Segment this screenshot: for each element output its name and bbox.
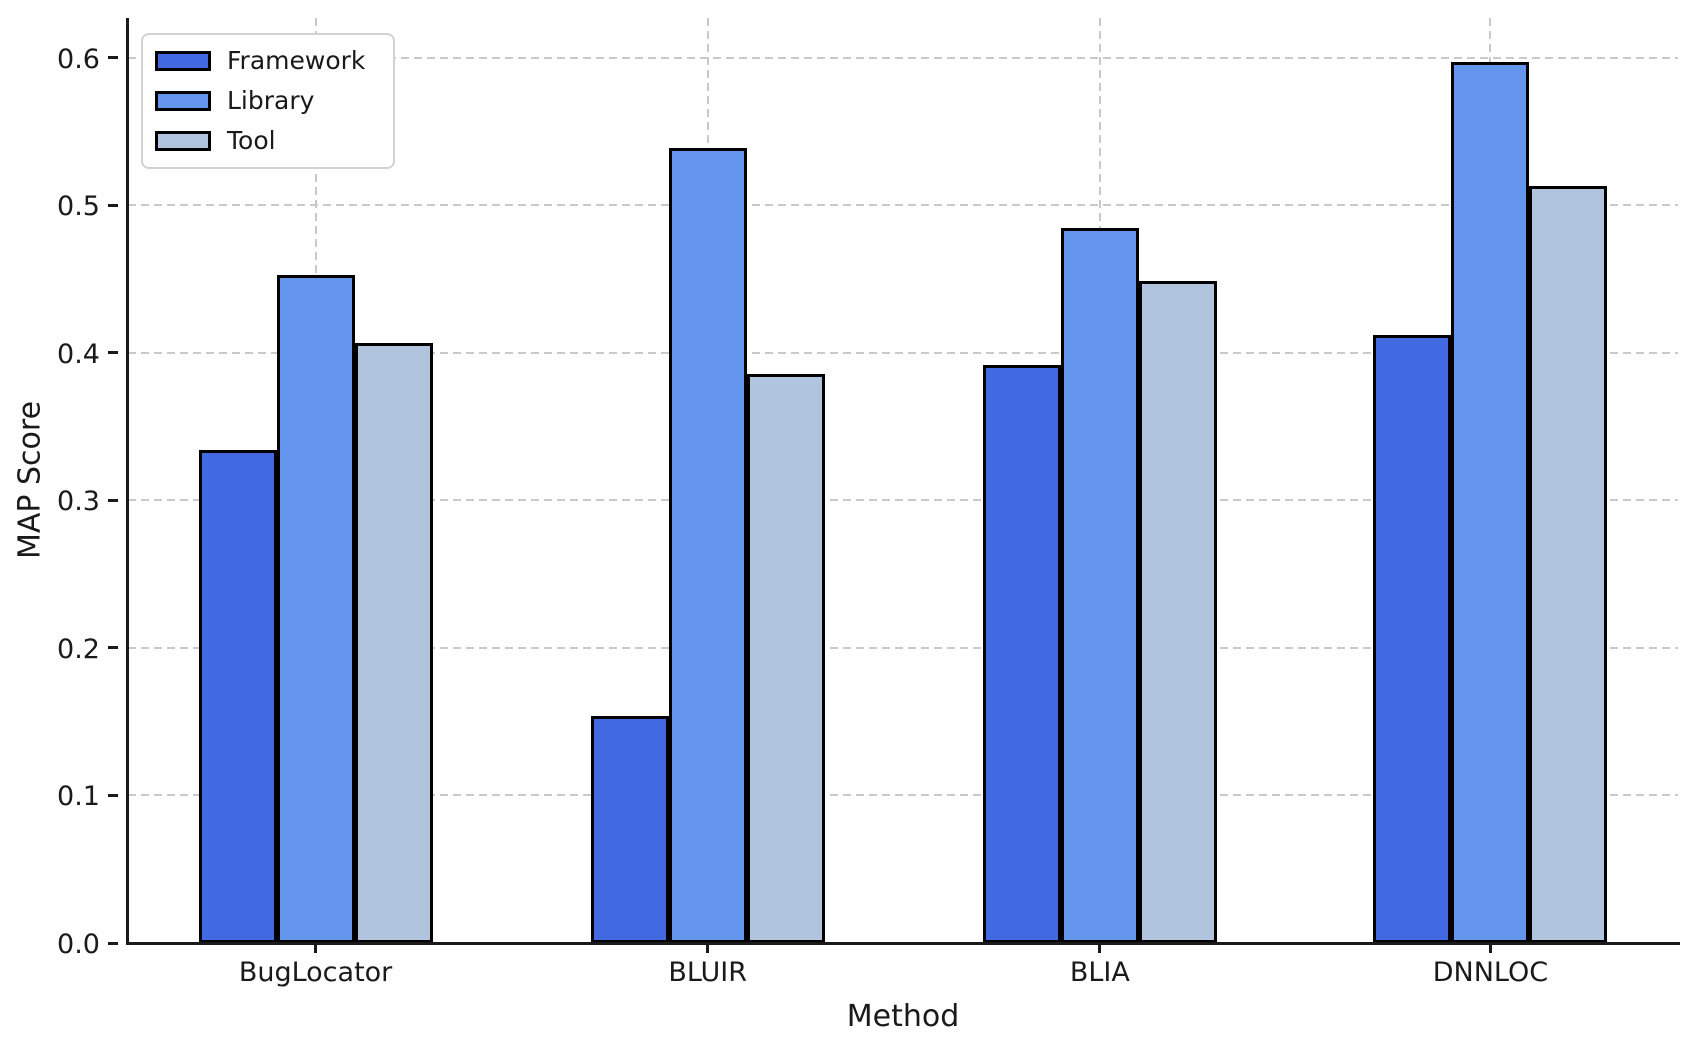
legend-label: Library <box>227 86 315 115</box>
y-tick-mark <box>108 941 118 945</box>
legend-label: Tool <box>227 126 276 155</box>
plot-area <box>126 18 1680 945</box>
y-tick-mark <box>108 646 118 650</box>
y-tick-label: 0.1 <box>57 781 100 813</box>
x-axis-title: Method <box>846 999 960 1034</box>
bar-framework-buglocator <box>198 450 277 943</box>
legend-entry-tool: Tool <box>155 121 393 161</box>
y-tick-label: 0.0 <box>57 929 100 960</box>
x-tick-label-buglocator: BugLocator <box>238 957 393 988</box>
gridline-horizontal <box>128 56 1678 59</box>
bar-tool-bluir <box>746 373 825 943</box>
legend-entry-library: Library <box>155 81 393 121</box>
bar-framework-dnnloc <box>1373 335 1452 943</box>
bar-tool-blia <box>1138 280 1217 943</box>
x-tick-label-blia: BLIA <box>1069 957 1130 988</box>
x-tick-mark <box>1488 943 1492 953</box>
y-axis-title: MAP Score <box>12 400 48 560</box>
gridline-horizontal <box>128 794 1678 797</box>
x-tick-label-dnnloc: DNNLOC <box>1432 957 1549 988</box>
legend: Framework Library Tool <box>141 33 395 169</box>
bar-library-bluir <box>668 147 747 943</box>
legend-swatch-library <box>155 91 211 111</box>
gridline-horizontal <box>128 351 1678 354</box>
bar-tool-dnnloc <box>1529 186 1608 943</box>
x-tick-mark <box>706 943 710 953</box>
bar-framework-bluir <box>590 715 669 943</box>
bar-library-dnnloc <box>1451 62 1530 943</box>
legend-swatch-tool <box>155 131 211 151</box>
legend-entry-framework: Framework <box>155 41 393 81</box>
x-tick-mark <box>1098 943 1102 953</box>
x-axis-spine <box>126 942 1680 945</box>
y-axis-spine <box>126 18 129 943</box>
y-tick-label: 0.3 <box>57 486 100 518</box>
gridline-horizontal <box>128 646 1678 649</box>
y-tick-mark <box>108 203 118 207</box>
y-tick-mark <box>108 56 118 60</box>
legend-label: Framework <box>227 46 366 75</box>
y-tick-mark <box>108 498 118 502</box>
x-tick-mark <box>314 943 318 953</box>
y-tick-label: 0.2 <box>57 633 100 665</box>
bar-library-buglocator <box>276 274 355 943</box>
bar-library-blia <box>1060 227 1139 943</box>
y-tick-label: 0.5 <box>57 191 100 223</box>
y-tick-mark <box>108 351 118 355</box>
legend-swatch-framework <box>155 51 211 71</box>
bar-tool-buglocator <box>354 342 433 943</box>
x-tick-label-bluir: BLUIR <box>668 957 748 988</box>
y-tick-mark <box>108 793 118 797</box>
y-tick-label: 0.4 <box>57 338 100 370</box>
bar-framework-blia <box>982 364 1061 943</box>
y-tick-label: 0.6 <box>57 43 100 75</box>
gridline-horizontal <box>128 499 1678 502</box>
gridline-horizontal <box>128 204 1678 207</box>
